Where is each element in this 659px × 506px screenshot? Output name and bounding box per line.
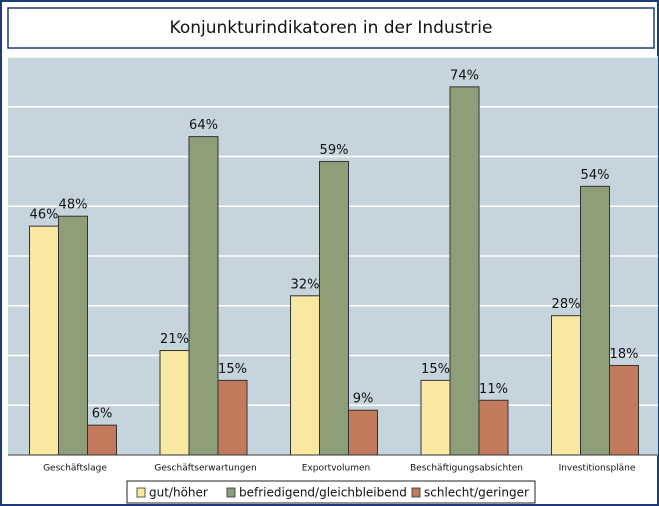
x-tick-label: Geschäftslage: [43, 464, 107, 474]
data-label: 28%: [552, 297, 581, 312]
legend-swatch: [411, 487, 421, 498]
legend-label: schlecht/geringer: [424, 486, 529, 500]
x-tick-label: Beschäftigungsabsichten: [410, 464, 523, 474]
data-label: 21%: [160, 332, 189, 347]
bar: [551, 315, 581, 456]
bar: [609, 364, 639, 456]
data-label: 9%: [353, 392, 374, 407]
bar: [348, 409, 378, 456]
x-tick-label: Geschäftserwartungen: [154, 464, 256, 474]
data-label: 46%: [30, 208, 59, 223]
bar: [420, 379, 451, 456]
bar: [29, 225, 59, 456]
bar: [159, 350, 190, 456]
legend-swatch: [226, 487, 236, 498]
legend-swatch: [136, 487, 146, 498]
data-label: 15%: [421, 362, 450, 377]
bar: [87, 424, 117, 456]
title-box: [7, 7, 655, 49]
data-label: 54%: [581, 168, 610, 183]
data-label: 48%: [59, 198, 88, 213]
bar: [580, 185, 610, 456]
data-label: 11%: [479, 382, 508, 397]
x-tick-label: Exportvolumen: [302, 464, 371, 474]
data-label: 64%: [189, 118, 218, 133]
data-label: 74%: [450, 68, 479, 83]
bar: [449, 86, 480, 456]
bar: [478, 399, 509, 456]
bar: [319, 160, 349, 456]
chart-title: Konjunkturindikatoren in der Industrie: [170, 18, 493, 38]
legend-label: gut/höher: [149, 486, 208, 500]
data-label: 6%: [92, 407, 113, 422]
legend-label: befriedigend/gleichbleibend: [239, 486, 407, 500]
x-tick-label: Investitionspläne: [559, 464, 636, 474]
bar: [290, 295, 320, 456]
data-label: 59%: [320, 143, 349, 158]
data-label: 18%: [610, 347, 639, 362]
bar: [217, 379, 248, 456]
data-label: 32%: [291, 277, 320, 292]
bar: [188, 136, 219, 456]
data-label: 15%: [218, 362, 247, 377]
legend-box: [126, 480, 536, 504]
bar: [58, 215, 88, 456]
